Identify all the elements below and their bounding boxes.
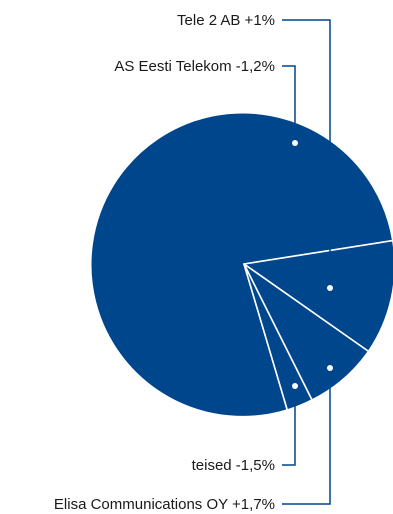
label-elisa: Elisa Communications OY +1,7%	[54, 496, 275, 513]
leader-dot-teised	[292, 383, 298, 389]
label-eesti-telekom: AS Eesti Telekom -1,2%	[114, 58, 275, 75]
leader-dot-eesti-telekom	[292, 140, 298, 146]
leader-line-elisa	[282, 368, 331, 505]
leader-line-eesti-telekom	[282, 65, 296, 143]
pie-slice-teised	[243, 263, 313, 411]
leader-dot-elisa	[327, 365, 333, 371]
pie-slice-tele2	[243, 239, 393, 353]
leader-dot-tele2	[327, 285, 333, 291]
pie-slice-eesti-telekom	[89, 111, 393, 418]
leader-line-tele2	[282, 19, 331, 288]
leader-line-teised	[282, 386, 296, 466]
label-tele2: Tele 2 AB +1%	[177, 12, 275, 29]
label-teised: teised -1,5%	[192, 457, 275, 474]
